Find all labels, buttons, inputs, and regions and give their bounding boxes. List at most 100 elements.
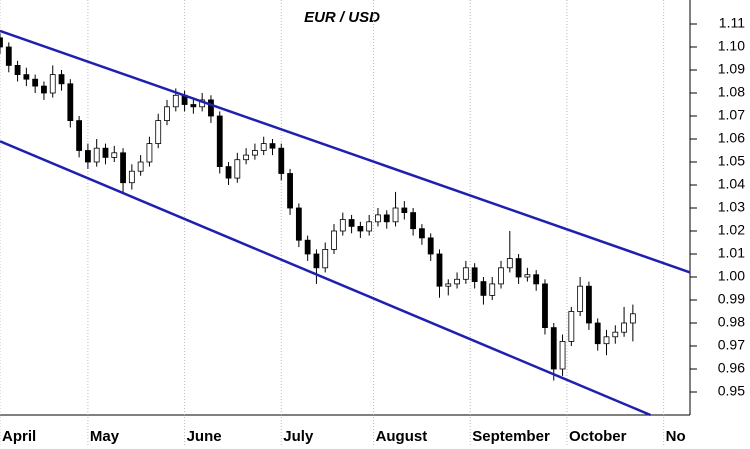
candle-body [506, 258, 513, 269]
candle-body [445, 283, 452, 287]
candle-body [480, 281, 487, 296]
candle-body [322, 248, 329, 269]
candle-body [164, 106, 170, 122]
candle-body [339, 219, 346, 232]
candle-body [462, 267, 469, 280]
x-tick-label: August [376, 428, 428, 445]
y-tick-label: 0.98 [718, 314, 745, 330]
candle-body [401, 207, 408, 213]
candle-body [287, 173, 293, 209]
candle-body [216, 115, 223, 167]
candle-body [190, 104, 197, 108]
y-tick-label: 1.08 [718, 84, 745, 100]
candle-body [155, 120, 162, 144]
candle-body [577, 285, 584, 312]
y-tick-label: 1.03 [718, 199, 745, 215]
candle-body [383, 214, 390, 223]
candle-body [524, 274, 531, 278]
candle-body [304, 239, 311, 255]
x-tick-label: July [283, 428, 314, 445]
x-tick-label: No [666, 428, 686, 445]
chart-title: EUR / USD [304, 9, 380, 26]
candle-body [93, 147, 100, 163]
y-tick-label: 0.95 [718, 383, 745, 399]
candle-body [603, 336, 610, 345]
y-tick-label: 1.00 [718, 268, 745, 284]
y-tick-label: 0.99 [718, 291, 745, 307]
candle-body [559, 340, 566, 370]
candle-body [313, 253, 320, 269]
y-tick-label: 1.11 [719, 15, 745, 31]
candle-body [120, 152, 126, 184]
candle-body [58, 74, 65, 85]
candle-body [498, 267, 504, 285]
candle-body [436, 253, 443, 287]
candle-body [76, 120, 83, 151]
y-tick-label: 1.10 [718, 38, 745, 54]
candle-body [146, 143, 153, 163]
trend-line [0, 29, 691, 274]
y-tick-label: 1.02 [718, 222, 745, 238]
candle-body [471, 267, 478, 282]
candle-body [621, 322, 627, 333]
candle-body [550, 327, 557, 370]
candle-body [84, 150, 91, 163]
x-tick-label: June [187, 428, 222, 445]
y-tick-label: 1.09 [718, 61, 745, 77]
y-tick-label: 1.07 [718, 107, 745, 123]
candle-body [243, 154, 250, 161]
candle-body [252, 150, 258, 156]
x-tick-label: September [472, 428, 550, 445]
candle-body [454, 278, 460, 285]
candle-body [32, 78, 39, 87]
candle-body [427, 237, 434, 255]
y-tick-label: 1.04 [718, 176, 745, 192]
x-tick-label: May [90, 428, 120, 445]
candle-body [629, 313, 636, 324]
candle-body [137, 161, 144, 172]
candle-body [419, 228, 425, 239]
candle-body [5, 46, 12, 66]
candle-body [357, 225, 364, 232]
candle-body [102, 147, 109, 158]
y-tick-label: 1.01 [718, 245, 745, 261]
candle-body [278, 147, 285, 174]
trend-line [0, 140, 651, 417]
candle-body [208, 99, 214, 117]
candle-body [23, 74, 30, 80]
candle-body [225, 166, 232, 179]
candle-body [366, 221, 373, 232]
candle-body [260, 143, 267, 151]
y-tick-label: 0.96 [718, 360, 745, 376]
candle-body [586, 285, 592, 324]
candle-body [331, 230, 337, 250]
candle-body [410, 212, 417, 230]
candle-body [375, 214, 381, 223]
x-tick-label: October [569, 428, 627, 445]
candle-body [269, 143, 276, 149]
candle-body [392, 207, 399, 223]
candle-body [533, 274, 540, 285]
candle-body [515, 258, 522, 278]
candle-body [489, 283, 496, 296]
candle-body [612, 331, 619, 338]
candle-body [111, 152, 118, 158]
candle-body [41, 85, 47, 94]
y-tick-label: 0.97 [718, 337, 745, 353]
candle-body [128, 170, 135, 184]
y-tick-label: 1.05 [718, 153, 745, 169]
x-tick-label: April [2, 428, 36, 445]
candle-body [0, 37, 3, 48]
y-tick-label: 1.06 [718, 130, 745, 146]
candle-body [234, 159, 241, 179]
candle-body [568, 311, 575, 342]
candle-body [295, 207, 302, 241]
candle-body [172, 94, 179, 108]
candle-body [14, 65, 21, 76]
candle-body [594, 322, 601, 345]
candle-body [348, 219, 355, 227]
candle-body [67, 83, 74, 122]
candle-body [542, 283, 548, 328]
